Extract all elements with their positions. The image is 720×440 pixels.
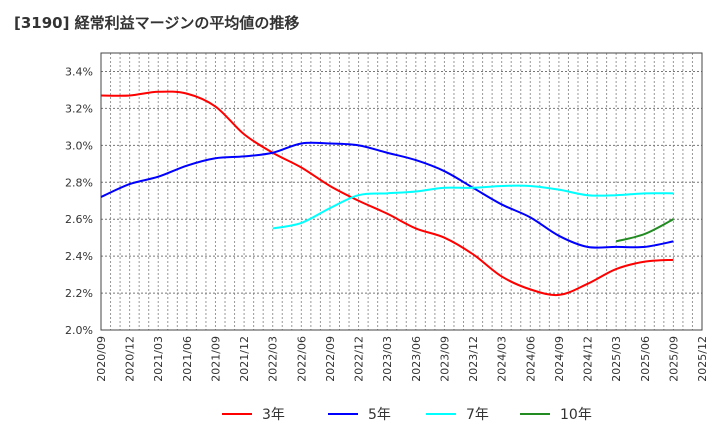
x-tick-label: 2020/12 (124, 336, 137, 382)
y-tick-label: 3.2% (65, 102, 93, 115)
y-tick-label: 2.6% (65, 213, 93, 226)
x-tick-label: 2023/06 (410, 336, 423, 382)
x-tick-label: 2025/06 (639, 336, 652, 382)
plot-frame (100, 52, 703, 331)
x-tick-label: 2022/06 (295, 336, 308, 382)
legend-label: 7年 (466, 407, 489, 423)
series-line-10年 (615, 218, 674, 243)
x-tick-label: 2022/03 (267, 336, 280, 382)
x-tick-label: 2022/09 (324, 336, 337, 382)
legend-label: 3年 (262, 407, 285, 423)
x-tick-label: 2023/12 (467, 336, 480, 382)
x-tick-label: 2021/03 (152, 336, 165, 382)
x-tick-label: 2025/09 (667, 336, 680, 382)
x-tick-label: 2021/12 (238, 336, 251, 382)
y-tick-label: 2.4% (65, 250, 93, 263)
x-tick-label: 2020/09 (95, 336, 108, 382)
x-tick-label: 2021/09 (209, 336, 222, 382)
x-tick-label: 2023/03 (381, 336, 394, 382)
series-line-7年 (272, 184, 674, 230)
x-tick-label: 2022/12 (353, 336, 366, 382)
x-tick-label: 2025/03 (610, 336, 623, 382)
y-tick-label: 2.2% (65, 287, 93, 300)
chart-title: [3190] 経常利益マージンの平均値の推移 (14, 14, 300, 32)
y-tick-label: 2.0% (65, 324, 93, 337)
series-line-5年 (100, 141, 674, 249)
series-line-3年 (100, 90, 674, 297)
y-tick-label: 3.4% (65, 65, 93, 78)
x-tick-label: 2021/06 (181, 336, 194, 382)
y-tick-label: 3.0% (65, 139, 93, 152)
x-tick-label: 2024/09 (553, 336, 566, 382)
x-tick-label: 2024/12 (582, 336, 595, 382)
x-tick-label: 2023/09 (438, 336, 451, 382)
x-tick-label: 2024/03 (496, 336, 509, 382)
legend-label: 10年 (560, 407, 592, 423)
y-tick-label: 2.8% (65, 176, 93, 189)
x-tick-label: 2024/06 (524, 336, 537, 382)
x-tick-label: 2025/12 (696, 336, 709, 382)
legend-label: 5年 (368, 407, 391, 423)
